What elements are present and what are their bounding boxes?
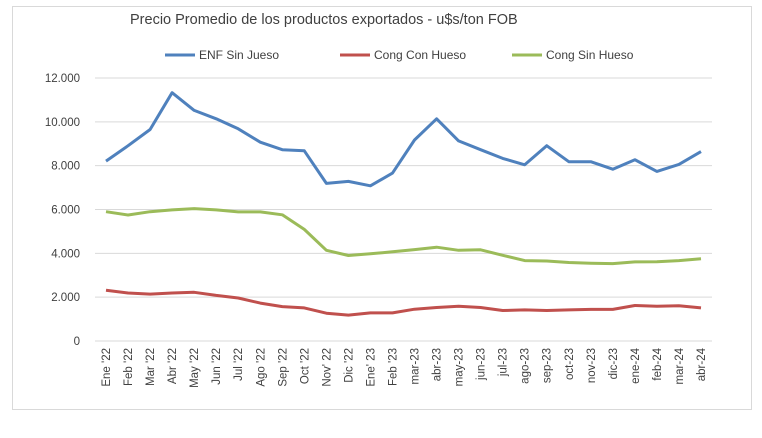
series-lines bbox=[105, 91, 702, 317]
x-tick-label: Ene' 23 bbox=[365, 348, 377, 387]
x-tick-label: feb-24 bbox=[652, 347, 664, 380]
x-tick-label: mar-24 bbox=[674, 347, 686, 384]
gridlines bbox=[95, 77, 712, 342]
y-tick-label: 8.000 bbox=[51, 161, 80, 173]
x-tick-label: Feb '23 bbox=[387, 348, 399, 386]
x-tick-label: ago-23 bbox=[520, 348, 532, 384]
x-tick-label: oct-23 bbox=[564, 348, 576, 380]
legend-item: Cong Sin Hueso bbox=[512, 48, 634, 62]
x-tick-label: Abr '22 bbox=[167, 348, 179, 384]
y-tick-label: 12.000 bbox=[45, 73, 80, 85]
x-tick-label: Feb '22 bbox=[123, 348, 135, 386]
y-tick-label: 2.000 bbox=[51, 292, 80, 304]
x-tick-label: Dic '22 bbox=[343, 348, 355, 383]
x-tick-label: abr-24 bbox=[696, 347, 708, 381]
x-tick-label: abr-23 bbox=[432, 348, 444, 381]
legend-label: Cong Sin Hueso bbox=[546, 48, 634, 62]
x-tick-label: Sep '22 bbox=[277, 348, 289, 387]
y-axis-ticks: 0 2.000 4.000 6.000 8.000 10.000 12.000 bbox=[45, 73, 80, 348]
x-axis-ticks: Ene '22 Feb '22 Mar '22 Abr '22 May '22 Jun '… bbox=[101, 347, 708, 388]
x-tick-label: ene-24 bbox=[630, 347, 642, 383]
legend-item: Cong Con Hueso bbox=[340, 48, 466, 62]
x-tick-label: sep-23 bbox=[542, 348, 554, 383]
y-tick-label: 10.000 bbox=[45, 117, 80, 129]
x-tick-label: Ago '22 bbox=[255, 348, 267, 387]
legend: ENF Sin Jueso Cong Con Hueso Cong Sin Hues… bbox=[165, 48, 634, 62]
x-tick-label: may-23 bbox=[454, 348, 466, 386]
y-tick-label: 0 bbox=[74, 336, 80, 348]
legend-label: ENF Sin Jueso bbox=[199, 48, 279, 62]
x-tick-label: mar-23 bbox=[410, 348, 422, 384]
x-tick-label: jul-23 bbox=[498, 348, 510, 377]
x-tick-label: dic-23 bbox=[608, 348, 620, 379]
legend-label: Cong Con Hueso bbox=[374, 48, 466, 62]
chart-title: Precio Promedio de los productos exporta… bbox=[130, 12, 518, 28]
x-tick-label: Nov' 22 bbox=[321, 348, 333, 387]
y-tick-label: 6.000 bbox=[51, 205, 80, 217]
x-tick-label: jun-23 bbox=[476, 348, 488, 381]
x-tick-label: Jun '22 bbox=[211, 348, 223, 385]
y-tick-label: 4.000 bbox=[51, 248, 80, 260]
x-tick-label: Mar '22 bbox=[145, 348, 157, 386]
x-tick-label: Jul '22 bbox=[233, 348, 245, 381]
legend-item: ENF Sin Jueso bbox=[165, 48, 279, 62]
series-line-2 bbox=[105, 207, 702, 266]
x-tick-label: Oct '22 bbox=[299, 348, 311, 384]
x-tick-label: nov-23 bbox=[586, 348, 598, 383]
x-tick-label: May '22 bbox=[189, 348, 201, 388]
series-line-1 bbox=[105, 288, 702, 317]
series-line-0 bbox=[105, 91, 702, 188]
chart-frame bbox=[12, 6, 752, 410]
x-tick-label: Ene '22 bbox=[101, 348, 113, 387]
